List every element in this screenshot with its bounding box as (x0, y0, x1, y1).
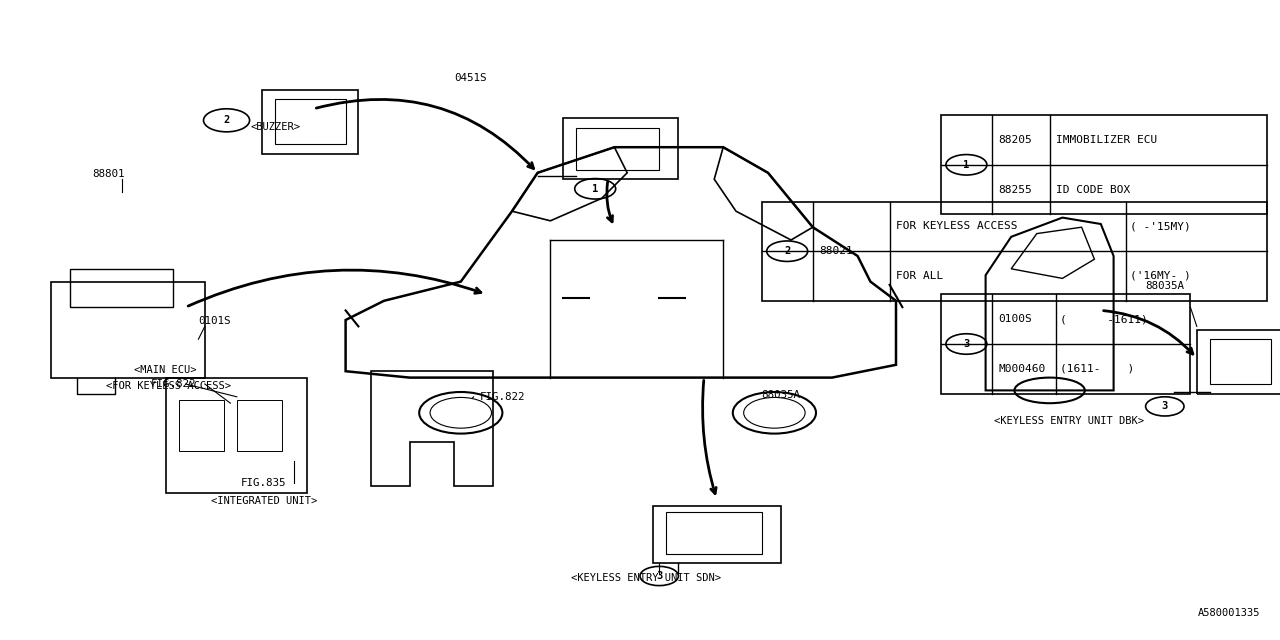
Text: 88801: 88801 (92, 169, 124, 179)
Text: ('16MY- ): ('16MY- ) (1130, 271, 1190, 281)
Bar (262, 90, 358, 154)
Bar (576, 128, 659, 170)
Text: (1611-    ): (1611- ) (1060, 364, 1134, 374)
Text: 88205: 88205 (998, 135, 1032, 145)
Text: (      -1611): ( -1611) (1060, 314, 1148, 324)
Text: A580001335: A580001335 (1198, 607, 1261, 618)
Text: <KEYLESS ENTRY UNIT SDN>: <KEYLESS ENTRY UNIT SDN> (571, 573, 722, 583)
Bar (1210, 339, 1271, 384)
Text: 3: 3 (657, 571, 662, 581)
Text: FIG.822: FIG.822 (151, 379, 197, 389)
Text: <BUZZER>: <BUZZER> (250, 122, 301, 132)
Bar (70, 269, 173, 307)
Bar (563, 118, 678, 179)
Text: 1: 1 (593, 184, 598, 194)
Ellipse shape (744, 397, 805, 428)
Bar (653, 506, 781, 563)
Bar (275, 99, 346, 144)
Bar (941, 115, 1267, 214)
Bar (1197, 330, 1280, 394)
Text: 3: 3 (964, 339, 969, 349)
Text: <KEYLESS ENTRY UNIT DBK>: <KEYLESS ENTRY UNIT DBK> (993, 416, 1144, 426)
Bar (166, 378, 307, 493)
Bar (762, 202, 1267, 301)
Text: 3: 3 (1162, 401, 1167, 412)
Bar (237, 400, 282, 451)
Text: 88035A: 88035A (762, 390, 800, 400)
Text: 0451S: 0451S (454, 73, 486, 83)
Text: IMMOBILIZER ECU: IMMOBILIZER ECU (1056, 135, 1157, 145)
Text: 88021: 88021 (819, 246, 852, 256)
Text: FIG.835: FIG.835 (241, 478, 287, 488)
Text: <FOR KEYLESS ACCESS>: <FOR KEYLESS ACCESS> (106, 381, 232, 391)
Text: FOR KEYLESS ACCESS: FOR KEYLESS ACCESS (896, 221, 1018, 232)
Text: FIG.822: FIG.822 (480, 392, 526, 402)
Text: 0100S: 0100S (998, 314, 1032, 324)
Text: 88255: 88255 (998, 184, 1032, 195)
Text: 2: 2 (785, 246, 790, 256)
Text: 88035A: 88035A (1146, 281, 1184, 291)
Text: FOR ALL: FOR ALL (896, 271, 943, 281)
Bar (51, 282, 205, 378)
Text: 1: 1 (964, 160, 969, 170)
Text: <INTEGRATED UNIT>: <INTEGRATED UNIT> (211, 496, 317, 506)
Text: ID CODE BOX: ID CODE BOX (1056, 184, 1130, 195)
Ellipse shape (430, 397, 492, 428)
Text: <MAIN ECU>: <MAIN ECU> (134, 365, 197, 375)
Bar (179, 400, 224, 451)
Bar (666, 512, 762, 554)
Text: 0101S: 0101S (198, 316, 230, 326)
Bar (941, 294, 1190, 394)
Text: ( -'15MY): ( -'15MY) (1130, 221, 1190, 232)
Text: 2: 2 (224, 115, 229, 125)
Text: M000460: M000460 (998, 364, 1046, 374)
